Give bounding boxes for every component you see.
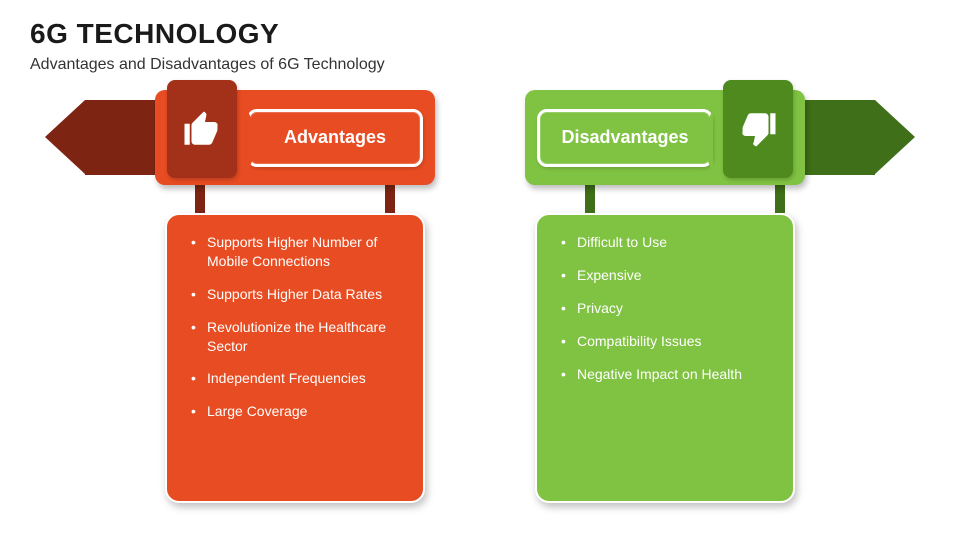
list-item: Supports Higher Number of Mobile Connect… <box>191 233 405 271</box>
advantages-arrow-bg <box>45 100 165 175</box>
disadvantages-connectors <box>585 185 785 213</box>
advantages-header: Advantages <box>155 90 435 185</box>
disadvantages-arrow-bg <box>795 100 915 175</box>
list-item: Supports Higher Data Rates <box>191 285 405 304</box>
connector-stem <box>775 185 785 213</box>
list-item: Compatibility Issues <box>561 332 775 351</box>
thumbs-up-icon <box>181 108 223 150</box>
disadvantages-card: Difficult to Use Expensive Privacy Compatib… <box>535 213 795 503</box>
advantages-list: Supports Higher Number of Mobile Connect… <box>191 233 405 421</box>
advantages-card: Supports Higher Number of Mobile Connect… <box>165 213 425 503</box>
advantages-label-tab: Advantages <box>247 109 423 167</box>
disadvantages-list: Difficult to Use Expensive Privacy Compatib… <box>561 233 775 383</box>
advantages-label: Advantages <box>284 127 386 148</box>
disadvantages-header: Disadvantages <box>525 90 805 185</box>
advantages-column: Advantages Supports Higher Number of Mob… <box>105 90 465 503</box>
connector-stem <box>585 185 595 213</box>
list-item: Large Coverage <box>191 402 405 421</box>
comparison-columns: Advantages Supports Higher Number of Mob… <box>0 90 960 503</box>
connector-stem <box>385 185 395 213</box>
disadvantages-icon-tab <box>723 80 793 178</box>
disadvantages-label: Disadvantages <box>561 127 688 148</box>
arrow-bar-right <box>795 100 875 175</box>
list-item: Privacy <box>561 299 775 318</box>
list-item: Negative Impact on Health <box>561 365 775 384</box>
thumbs-down-icon <box>737 108 779 150</box>
advantages-icon-tab <box>167 80 237 178</box>
advantages-connectors <box>195 185 395 213</box>
disadvantages-column: Disadvantages Difficult to Use Expensive P… <box>495 90 855 503</box>
arrow-tip-left <box>45 100 85 174</box>
disadvantages-label-tab: Disadvantages <box>537 109 713 167</box>
connector-stem <box>195 185 205 213</box>
list-item: Revolutionize the Healthcare Sector <box>191 318 405 356</box>
arrow-tip-right <box>875 100 915 174</box>
list-item: Independent Frequencies <box>191 369 405 388</box>
list-item: Difficult to Use <box>561 233 775 252</box>
list-item: Expensive <box>561 266 775 285</box>
page-subtitle: Advantages and Disadvantages of 6G Techn… <box>30 56 385 74</box>
arrow-bar-left <box>85 100 165 175</box>
page-title: 6G TECHNOLOGY <box>30 18 279 50</box>
